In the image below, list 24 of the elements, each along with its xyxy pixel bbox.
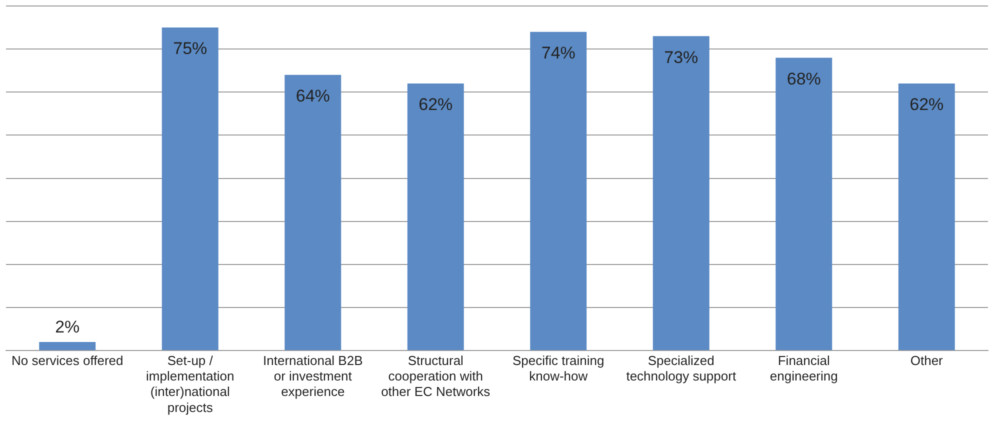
data-label: 62%: [418, 95, 453, 114]
x-tick-label: Other: [910, 352, 944, 368]
bar: [530, 32, 587, 350]
data-label: 62%: [910, 95, 944, 114]
x-tick-label: Specialized technology support: [626, 352, 736, 384]
data-label: 75%: [173, 39, 208, 58]
data-label: 64%: [296, 86, 330, 106]
bar: [162, 28, 218, 350]
bar: [898, 84, 955, 350]
x-tick-label: International B2B or investment experience: [263, 352, 363, 400]
bar: [284, 74, 342, 350]
data-label: 2%: [55, 318, 80, 337]
bar: [652, 36, 710, 350]
bar: [776, 58, 832, 350]
x-tick-label: Specific training know-how: [512, 352, 604, 384]
x-tick-label: Structural cooperation with other EC Networks: [381, 352, 491, 400]
x-tick-label: Financial engineering: [770, 352, 838, 384]
x-tick-label: Set-up / implementation (inter)national projects: [146, 352, 234, 415]
x-tick-label: No services offered: [11, 352, 124, 368]
bar: [39, 342, 96, 350]
data-label: 73%: [664, 48, 698, 67]
data-label: 74%: [541, 44, 576, 63]
data-label: 68%: [786, 69, 821, 88]
bar: [407, 84, 464, 350]
